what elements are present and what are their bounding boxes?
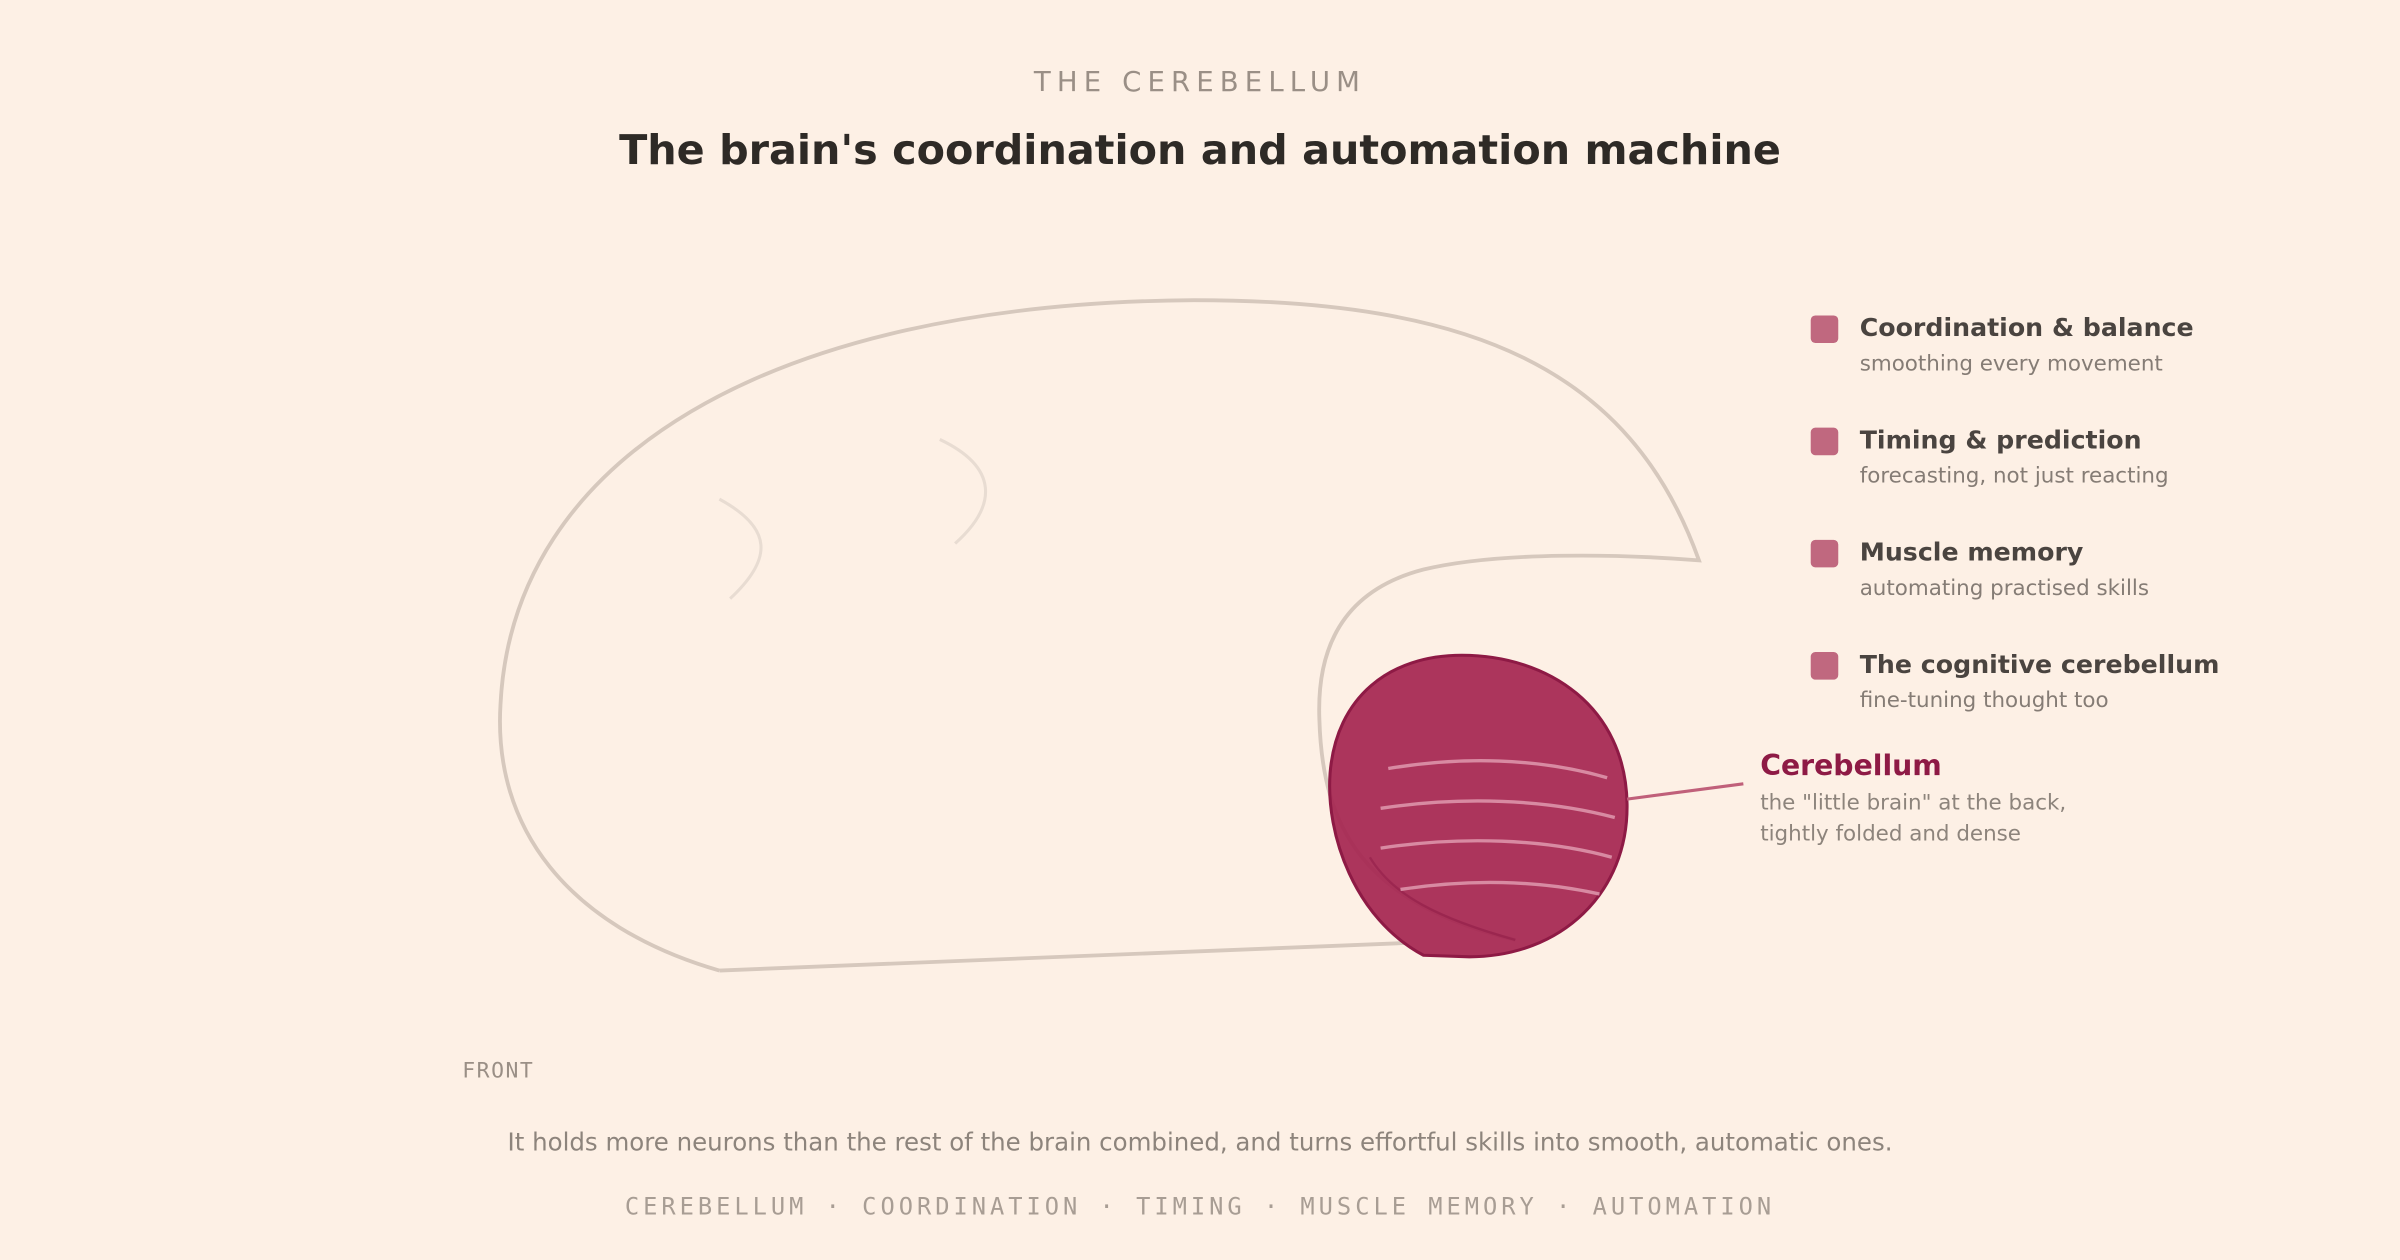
outline-overlap bbox=[1368, 856, 1516, 942]
brain-base bbox=[719, 941, 1406, 973]
legend-swatch bbox=[1810, 427, 1839, 456]
legend-sub: fine-tuning thought too bbox=[1860, 688, 2109, 713]
legend-label: Coordination & balance bbox=[1860, 313, 2194, 342]
legend-item: Coordination & balance smoothing every mo… bbox=[1810, 313, 2194, 376]
legend-label: Muscle memory bbox=[1860, 538, 2084, 567]
legend-sub: smoothing every movement bbox=[1860, 351, 2163, 376]
callout-line: tightly folded and dense bbox=[1760, 821, 2021, 846]
legend-sub: automating practised skills bbox=[1860, 576, 2149, 601]
legend-label: The cognitive cerebellum bbox=[1860, 650, 2220, 679]
legend-swatch bbox=[1810, 652, 1839, 680]
caption: It holds more neurons than the rest of t… bbox=[508, 1128, 1893, 1157]
folium bbox=[1387, 759, 1608, 780]
legend-sub: forecasting, not just reacting bbox=[1860, 464, 2169, 489]
orientation-label: FRONT bbox=[462, 1059, 534, 1084]
legend: Coordination & balance smoothing every mo… bbox=[1810, 313, 2220, 713]
folium bbox=[1400, 880, 1600, 896]
cerebellum-shape bbox=[1328, 653, 1629, 959]
brain-outline bbox=[498, 298, 1702, 973]
callout-label: Cerebellum bbox=[1760, 749, 1942, 782]
folium bbox=[1380, 839, 1613, 859]
folium bbox=[1380, 799, 1616, 820]
legend-label: Timing & prediction bbox=[1860, 425, 2142, 454]
legend-item: The cognitive cerebellum fine-tuning thou… bbox=[1810, 650, 2220, 713]
title: The brain's coordination and automation … bbox=[619, 126, 1781, 174]
brain-contour bbox=[498, 298, 1702, 973]
callout-line: the "little brain" at the back, bbox=[1760, 791, 2066, 816]
cerebellum bbox=[1328, 653, 1629, 959]
legend-item: Timing & prediction forecasting, not just… bbox=[1810, 425, 2169, 489]
legend-item: Muscle memory automating practised skills bbox=[1810, 538, 2149, 601]
legend-swatch bbox=[1810, 315, 1839, 344]
eyebrow: THE CEREBELLUM bbox=[1033, 66, 1366, 98]
tags: CEREBELLUM · COORDINATION · TIMING · MUS… bbox=[625, 1192, 1775, 1220]
folia bbox=[1380, 759, 1616, 896]
fold bbox=[718, 497, 763, 600]
legend-swatch bbox=[1810, 539, 1839, 568]
fold bbox=[939, 438, 988, 545]
leader-line bbox=[1626, 782, 1744, 801]
